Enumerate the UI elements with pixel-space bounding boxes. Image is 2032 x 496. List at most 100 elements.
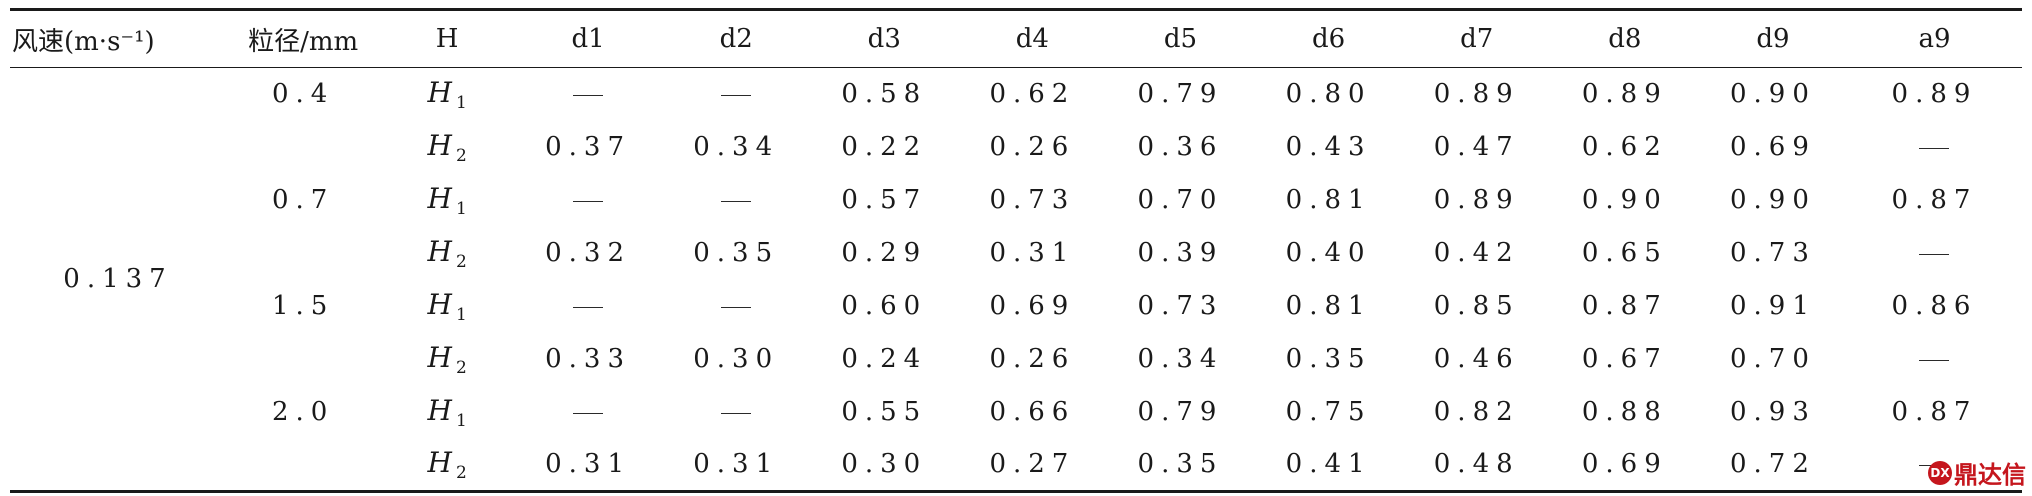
column-header: a9 [1918,24,1951,54]
dash-icon [573,94,604,96]
h-subscript: 2 [455,462,467,483]
value-cell: 0.48 [1433,449,1520,480]
h-symbol: H [427,287,452,321]
column-header: d3 [867,24,901,54]
column-header: d4 [1015,24,1049,54]
value-cell [514,174,662,227]
value-cell: 0.35 [693,238,780,268]
value-cell: 0.87 [1581,291,1668,321]
value-cell: 0.32 [545,238,631,268]
value-cell: 0.34 [1137,344,1224,374]
table-row: 1.5 H 1 0.60 0.69 0.73 0.81 0.85 0.87 0.91 0.86 [10,280,2022,333]
value-cell: 0.40 [1285,238,1372,268]
value-cell [662,386,810,439]
value-cell [1847,227,2022,280]
h-subscript: 2 [455,145,467,166]
value-cell: 0.62 [1581,132,1668,162]
column-header: d2 [719,24,753,54]
value-cell: 0.82 [1433,397,1520,427]
h-subscript: 2 [455,251,467,272]
h-subscript: 1 [455,304,467,325]
value-cell: 0.69 [1729,132,1816,162]
value-cell: 0.26 [989,344,1076,374]
value-cell: 0.69 [989,291,1076,321]
value-cell: 0.31 [693,449,780,480]
column-header: d6 [1312,24,1346,54]
value-cell: 0.90 [1581,185,1668,215]
h-symbol: H [427,181,452,215]
dash-icon [721,94,752,96]
dash-icon [573,306,604,308]
column-header: d7 [1460,24,1494,54]
value-cell: 0.30 [693,344,780,374]
value-cell: 0.67 [1581,344,1668,374]
dash-icon [573,200,604,202]
value-cell [514,68,662,121]
value-cell: 0.87 [1891,397,1978,427]
particle-size-cell [226,439,380,492]
particle-size-cell [226,227,380,280]
dash-icon [721,306,752,308]
value-cell: 0.39 [1137,238,1224,268]
watermark-text: 鼎达信 [1954,461,2026,489]
column-header: d8 [1608,24,1642,54]
value-cell: 0.91 [1729,291,1816,321]
particle-size-cell: 1.5 [271,291,335,321]
watermark: DX 鼎达信 [1928,455,2026,490]
h-subscript: 1 [455,92,467,113]
dash-icon [721,412,752,414]
dash-icon [721,200,752,202]
dash-icon [1919,359,1950,361]
value-cell: 0.46 [1433,344,1520,374]
dash-icon [1919,253,1950,255]
value-cell: 0.41 [1285,449,1372,480]
value-cell: 0.29 [841,238,928,268]
value-cell: 0.22 [841,132,928,162]
h-symbol: H [427,234,452,268]
column-header: d5 [1163,24,1198,54]
value-cell: 0.86 [1891,291,1978,321]
value-cell: 0.27 [989,449,1076,480]
particle-size-cell [226,333,380,386]
value-cell: 0.66 [989,397,1076,427]
value-cell: 0.30 [841,449,928,480]
value-cell: 0.58 [841,79,928,110]
column-header: H [435,24,459,54]
value-cell: 0.34 [693,132,780,162]
column-header: d9 [1756,24,1790,54]
value-cell: 0.79 [1137,397,1224,427]
value-cell: 0.73 [989,185,1076,215]
value-cell [662,174,810,227]
h-symbol: H [427,128,452,162]
value-cell: 0.75 [1285,397,1372,427]
h-subscript: 2 [455,357,467,378]
table-row: 0.137 0.4 H 1 0.58 0.62 0.79 0.80 0.89 0.89 0.90 0.… [10,68,2022,294]
wind-speed-cell: 0.137 [63,264,173,294]
dash-icon [573,412,604,414]
value-cell [662,68,810,121]
value-cell: 0.35 [1137,449,1224,480]
table-row: H 2 0.32 0.35 0.29 0.31 0.39 0.40 0.42 0.65 0.73 [10,227,2022,280]
value-cell: 0.72 [1729,449,1816,480]
value-cell: 0.65 [1581,238,1668,268]
watermark-logo-icon: DX [1928,460,1952,485]
h-symbol: H [427,340,452,374]
value-cell: 0.60 [841,291,928,321]
value-cell [514,280,662,333]
value-cell: 0.42 [1433,238,1520,268]
value-cell: 0.62 [989,79,1076,110]
value-cell: 0.24 [841,344,928,374]
value-cell: 0.85 [1433,291,1520,321]
value-cell: 0.73 [1729,238,1816,268]
value-cell: 0.80 [1285,79,1372,110]
table-row: H 2 0.33 0.30 0.24 0.26 0.34 0.35 0.46 0.67 0.70 [10,333,2022,386]
